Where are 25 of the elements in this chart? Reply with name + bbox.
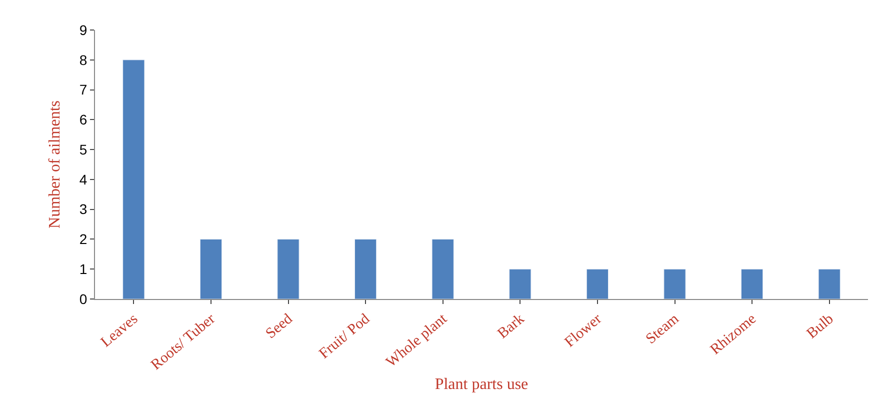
y-tick-label: 4 xyxy=(79,171,88,188)
bar xyxy=(740,268,764,299)
x-tick-label: Bark xyxy=(494,310,528,342)
bar xyxy=(200,238,222,299)
bar xyxy=(122,60,145,299)
y-tick-label: 3 xyxy=(79,201,88,218)
bar xyxy=(354,238,377,299)
bar xyxy=(432,238,454,299)
bar xyxy=(277,238,300,299)
y-tick-label: 7 xyxy=(79,82,88,98)
y-tick-label: 2 xyxy=(79,231,88,248)
y-tick-label: 8 xyxy=(79,52,88,68)
y-tick-label: 9 xyxy=(79,22,88,38)
x-tick-label: Bulb xyxy=(804,311,837,342)
bar xyxy=(509,268,532,299)
x-axis-title: Plant parts use xyxy=(434,376,528,394)
bar xyxy=(664,268,686,299)
y-axis-title: Number of ailments xyxy=(46,100,64,228)
x-tick-label: Seed xyxy=(263,310,296,342)
y-tick-label: 0 xyxy=(79,290,88,307)
y-tick-label: 6 xyxy=(79,112,88,128)
bar xyxy=(586,268,609,299)
bar xyxy=(818,268,840,299)
y-tick-label: 1 xyxy=(79,261,88,278)
y-tick-label: 5 xyxy=(79,141,88,158)
